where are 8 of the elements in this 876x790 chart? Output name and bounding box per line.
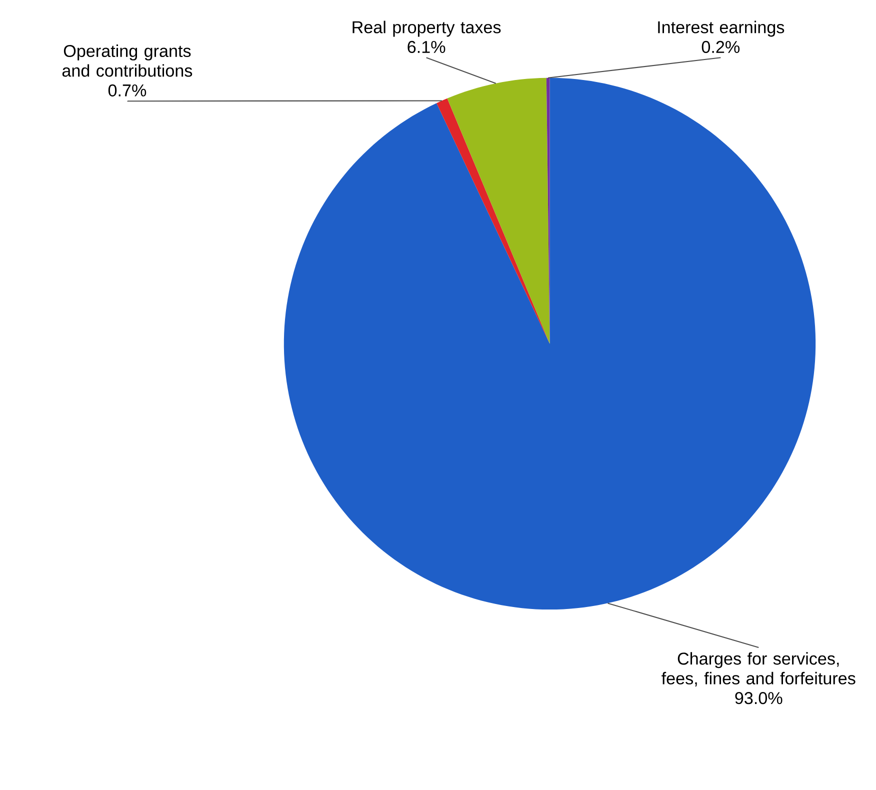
data-label: 0.2% xyxy=(702,40,740,54)
data-label: 6.1% xyxy=(408,40,446,54)
slice-label: Operating grants and contributions xyxy=(62,44,192,77)
slice-label: Interest earnings xyxy=(658,20,784,37)
slice-label: Real property taxes xyxy=(352,20,501,37)
slice-label: Charges for services, fees, fines and forfeitures xyxy=(662,652,856,686)
data-label: 0.7% xyxy=(108,84,146,96)
data-label: 93.0% xyxy=(735,692,782,704)
